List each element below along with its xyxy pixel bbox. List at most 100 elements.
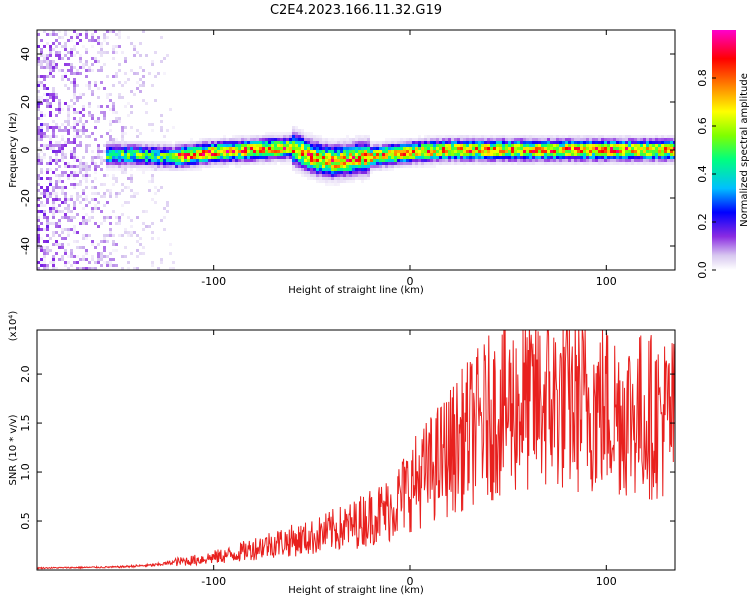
spectrogram-cell [151, 198, 154, 201]
spectrogram-cell [661, 162, 664, 165]
spectrogram-cell [652, 135, 655, 138]
spectrogram-cell [64, 84, 67, 87]
spectrogram-cell [505, 153, 508, 156]
spectrogram-cell [619, 141, 622, 144]
spectrogram-cell [364, 177, 367, 180]
spectrogram-cell [55, 39, 58, 42]
spectrogram-cell [343, 168, 346, 171]
spectrogram-cell [394, 150, 397, 153]
spectrogram-cell [322, 156, 325, 159]
spectrogram-cell [376, 162, 379, 165]
spectrogram-cell [253, 141, 256, 144]
spectrogram-cell [70, 48, 73, 51]
spectrogram-cell [475, 147, 478, 150]
spectrogram-cell [73, 123, 76, 126]
spectrogram-cell [103, 36, 106, 39]
spectrogram-cell [478, 135, 481, 138]
spectrogram-cell [58, 144, 61, 147]
spectrogram-cell [73, 54, 76, 57]
spectrogram-cell [628, 162, 631, 165]
spectrogram-cell [184, 150, 187, 153]
spectrogram-cell [349, 165, 352, 168]
spectrogram-cell [64, 264, 67, 267]
spectrogram-cell [319, 162, 322, 165]
spectrogram-cell [616, 150, 619, 153]
spectrogram-cell [670, 144, 673, 147]
spectrogram-cell [334, 171, 337, 174]
spectrogram-cell [52, 126, 55, 129]
spectrogram-cell [130, 189, 133, 192]
spectrogram-cell [133, 156, 136, 159]
spectrogram-cell [130, 42, 133, 45]
spectrogram-cell [196, 150, 199, 153]
spectrogram-cell [148, 159, 151, 162]
spectrogram-cell [346, 171, 349, 174]
spectrogram-cell [454, 162, 457, 165]
colorbar-gradient [712, 30, 736, 270]
spectrogram-cell [109, 141, 112, 144]
spectrogram-cell [298, 144, 301, 147]
spectrogram-cell [589, 162, 592, 165]
spectrogram-cell [346, 174, 349, 177]
snr-y-ticks: 0.51.01.52.0 [19, 365, 675, 530]
spectrogram-cell [136, 153, 139, 156]
spectrogram-cell [121, 204, 124, 207]
spectrogram-cell [79, 222, 82, 225]
spectrogram-cell [97, 39, 100, 42]
spectrogram-cell [67, 210, 70, 213]
spectrogram-cell [358, 144, 361, 147]
spectrogram-cell [250, 153, 253, 156]
spectrogram-cell [577, 156, 580, 159]
spectrogram-cell [118, 219, 121, 222]
spectrogram-cell [598, 141, 601, 144]
spectrogram-cell [466, 141, 469, 144]
spectrogram-cell [142, 144, 145, 147]
spectrogram-cell [292, 150, 295, 153]
spectrogram-cell [658, 144, 661, 147]
spectrogram-cell [172, 162, 175, 165]
spectrogram-cell [37, 102, 40, 105]
spectrogram-cell [352, 144, 355, 147]
spectrogram-cell [514, 156, 517, 159]
spectrogram-cell [529, 141, 532, 144]
spectrogram-cell [199, 153, 202, 156]
spectrogram-cell [235, 165, 238, 168]
spectrogram-cell [211, 144, 214, 147]
spectrogram-cell [43, 255, 46, 258]
spectrogram-cell [424, 165, 427, 168]
spectrogram-cell [379, 159, 382, 162]
spectrogram-cell [82, 123, 85, 126]
spectrogram-cell [64, 153, 67, 156]
spectrogram-cell [394, 159, 397, 162]
spectrogram-cell [586, 147, 589, 150]
spectrogram-cell [70, 156, 73, 159]
spectrogram-cell [58, 150, 61, 153]
spectrogram-cell [85, 204, 88, 207]
spectrogram-cell [82, 108, 85, 111]
spectrogram-cell [472, 150, 475, 153]
spectrogram-cell [574, 147, 577, 150]
spectrogram-cell [364, 159, 367, 162]
spectrogram-cell [55, 45, 58, 48]
spectrogram-cell [460, 150, 463, 153]
spectrogram-cell [595, 141, 598, 144]
spectrogram-cell [316, 168, 319, 171]
spectrogram-cell [151, 63, 154, 66]
spectrogram-cell [442, 159, 445, 162]
spectrogram-cell [661, 135, 664, 138]
spectrogram-cell [358, 174, 361, 177]
spectrogram-cell [43, 267, 46, 270]
spectrogram-cell [193, 150, 196, 153]
spectrogram-cell [214, 165, 217, 168]
spectrogram-cell [457, 141, 460, 144]
spectrogram-cell [106, 240, 109, 243]
spectrogram-cell [154, 186, 157, 189]
spectrogram-cell [76, 120, 79, 123]
spectrogram-cell [112, 165, 115, 168]
spectrogram-cell [382, 141, 385, 144]
spectrogram-cell [484, 162, 487, 165]
spectrogram-cell [121, 267, 124, 270]
spectrogram-cell [43, 258, 46, 261]
spectrogram-cell [130, 162, 133, 165]
spectrogram-cell [187, 153, 190, 156]
